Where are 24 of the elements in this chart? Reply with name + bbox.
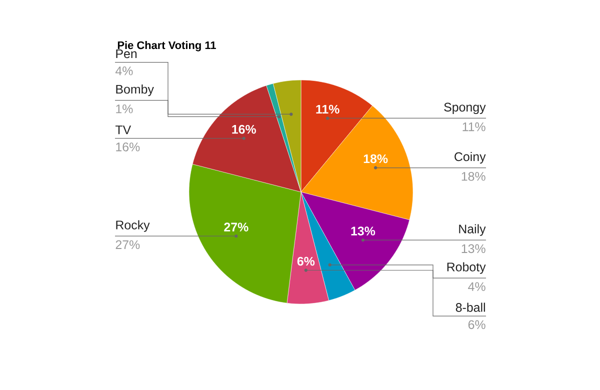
text: 6% [297, 256, 315, 266]
data-label: 4% [115, 66, 133, 76]
text: 16% [232, 124, 256, 134]
slice-label: Rocky [116, 220, 150, 232]
slice-label: Roboty [447, 262, 486, 274]
text: 13% [351, 226, 376, 236]
slice-label: TV [115, 126, 132, 134]
slice-label: Spongy [444, 102, 486, 114]
data-label: 18% [462, 172, 486, 181]
text: 11% [316, 104, 340, 114]
data-label: 13% [462, 244, 486, 254]
data-label: 4% [468, 282, 486, 291]
data-label: 16% [116, 142, 140, 152]
slice-label: Naily [459, 224, 486, 236]
slice-label: 8-ball [456, 302, 485, 312]
slice-label: Coiny [454, 152, 486, 164]
text: 27% [224, 222, 248, 232]
slice-label: Pen [116, 49, 137, 58]
slice-label: Bomby [116, 84, 154, 96]
data-label: 11% [462, 122, 486, 132]
text: 18% [364, 154, 388, 164]
data-label: 6% [468, 320, 486, 330]
data-label: 27% [116, 240, 140, 250]
data-label: 1% [116, 104, 133, 114]
